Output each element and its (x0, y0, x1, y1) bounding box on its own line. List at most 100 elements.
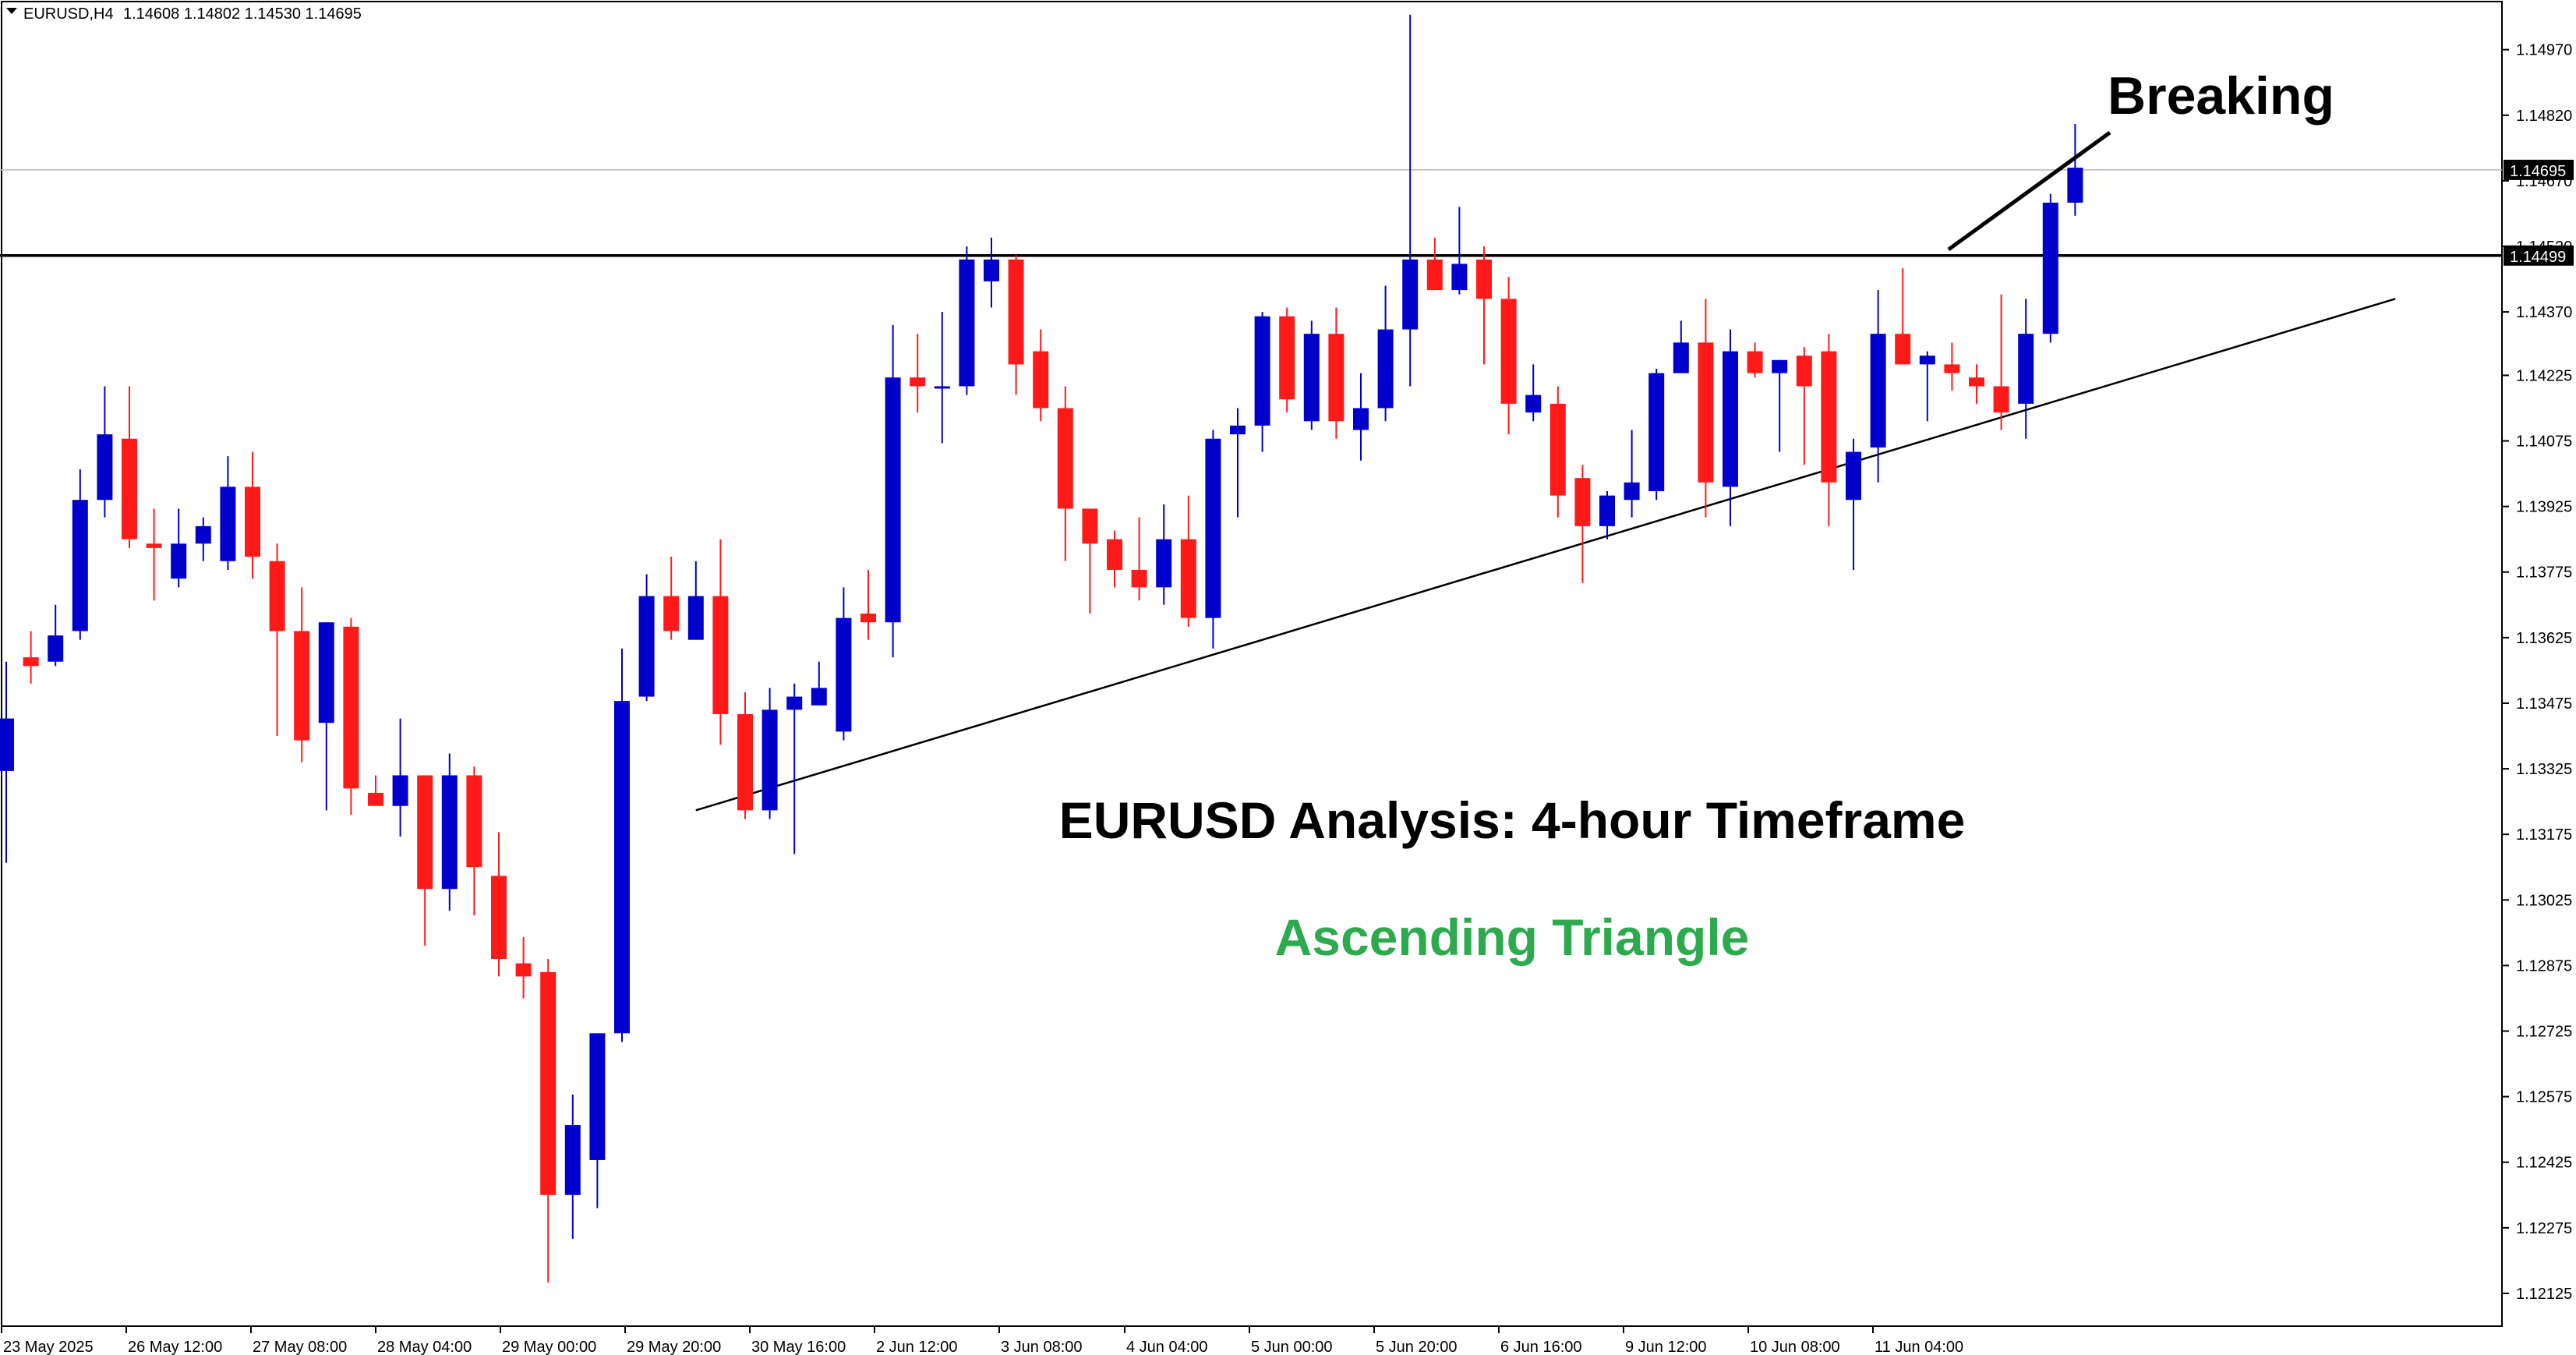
candle (1476, 246, 1492, 365)
candle (1673, 320, 1689, 373)
candle (540, 958, 557, 1282)
candle-body (318, 622, 334, 723)
candle (245, 451, 260, 579)
candle (1944, 342, 1960, 391)
dropdown-triangle-icon[interactable] (6, 8, 17, 14)
candle-body (1180, 539, 1196, 618)
candle (343, 617, 359, 815)
ohlc-readout: 1.14608 1.14802 1.14530 1.14695 (123, 5, 362, 23)
candle (1057, 386, 1073, 561)
y-tick-label: 1.14970 (2516, 42, 2572, 59)
candle (1328, 307, 1345, 439)
candle (171, 508, 187, 588)
candle-body (1426, 259, 1443, 291)
candle (1624, 430, 1640, 518)
candle-body (1919, 356, 1935, 365)
y-tick-label: 1.14820 (2516, 108, 2572, 125)
candle (2018, 299, 2034, 439)
candle-body (1131, 569, 1147, 588)
candle (1599, 491, 1615, 540)
candle-body (1944, 364, 1960, 373)
candle-body (1895, 334, 1911, 365)
candle-body (1033, 351, 1049, 409)
candle (1821, 334, 1837, 526)
y-tick-label: 1.12125 (2516, 1286, 2572, 1303)
candle (1648, 369, 1665, 501)
candle-body (48, 635, 64, 662)
candle (1377, 285, 1394, 422)
candle (564, 1094, 581, 1239)
candle-body (294, 631, 310, 741)
candle-body (540, 971, 557, 1195)
candle-body (614, 701, 630, 1034)
analysis-title: EURUSD Analysis: 4-hour Timeframe (1059, 791, 1966, 849)
x-tick-label: 5 Jun 20:00 (1376, 1339, 1458, 1355)
price-box-text: 1.14695 (2510, 163, 2566, 180)
candle (1549, 386, 1566, 518)
candle (1919, 351, 1935, 422)
y-tick-label: 1.12725 (2516, 1024, 2572, 1041)
ascending-trendline (695, 298, 2396, 812)
x-tick-label: 6 Jun 16:00 (1500, 1339, 1582, 1355)
candle (122, 386, 137, 548)
candle-body (1279, 316, 1295, 400)
candle-body (1205, 438, 1221, 618)
candle (663, 557, 680, 640)
candle (1082, 508, 1098, 614)
candle (466, 766, 482, 915)
x-tick-label: 27 May 08:00 (253, 1339, 347, 1355)
candle-body (589, 1033, 606, 1160)
price-box-text: 1.14499 (2510, 249, 2566, 266)
x-tick-label: 10 Jun 08:00 (1750, 1339, 1840, 1355)
candle-body (712, 596, 729, 714)
candle-body (343, 626, 359, 789)
candle (2067, 124, 2083, 216)
candle-body (72, 500, 88, 632)
candle (1180, 495, 1196, 627)
candle (1254, 312, 1270, 452)
candle-body (959, 259, 975, 387)
candle-body (687, 596, 704, 640)
candle-body (146, 543, 162, 548)
candle-body (638, 596, 655, 697)
candle (1353, 373, 1369, 461)
candle (1500, 277, 1517, 435)
candle (1303, 320, 1320, 430)
candle (1723, 329, 1738, 526)
x-tick-label: 29 May 20:00 (627, 1339, 721, 1355)
candle (368, 775, 383, 806)
y-tick-label: 1.12425 (2516, 1155, 2572, 1172)
x-axis: 23 May 2025 26 May 12:00 27 May 08:00 28 Ma… (1, 1326, 1963, 1355)
candle-body (171, 543, 187, 579)
candle-body (392, 775, 408, 806)
candle (984, 237, 999, 308)
candle-body (1328, 334, 1345, 422)
candle (1895, 268, 1911, 365)
candle-body (466, 775, 482, 868)
current-price-label: 1.14695 (2504, 159, 2574, 180)
candle (1402, 14, 1419, 387)
x-tick-label: 26 May 12:00 (128, 1339, 222, 1355)
x-tick-label: 28 May 04:00 (377, 1339, 472, 1355)
price-box (2504, 245, 2574, 266)
candle-body (1821, 351, 1837, 483)
candle (441, 753, 458, 911)
y-axis: 1.149701.148201.146701.145201.143701.142… (2502, 42, 2574, 1303)
candle (1870, 290, 1886, 483)
y-tick-label: 1.14075 (2516, 433, 2572, 451)
candle-body (1156, 539, 1172, 588)
candle-body (1846, 451, 1861, 501)
plot-frame (1, 1, 2503, 1327)
y-tick-label: 1.13475 (2516, 695, 2572, 713)
candle-body (2018, 334, 2034, 404)
reference-lines (0, 169, 2502, 812)
candle (318, 622, 334, 811)
candle-body (1254, 316, 1270, 426)
candle (1156, 504, 1172, 605)
candle-body (23, 657, 39, 667)
candle-body (1698, 342, 1714, 483)
candle-body (1574, 478, 1591, 526)
candle-body (1303, 334, 1320, 422)
candle (614, 648, 630, 1042)
